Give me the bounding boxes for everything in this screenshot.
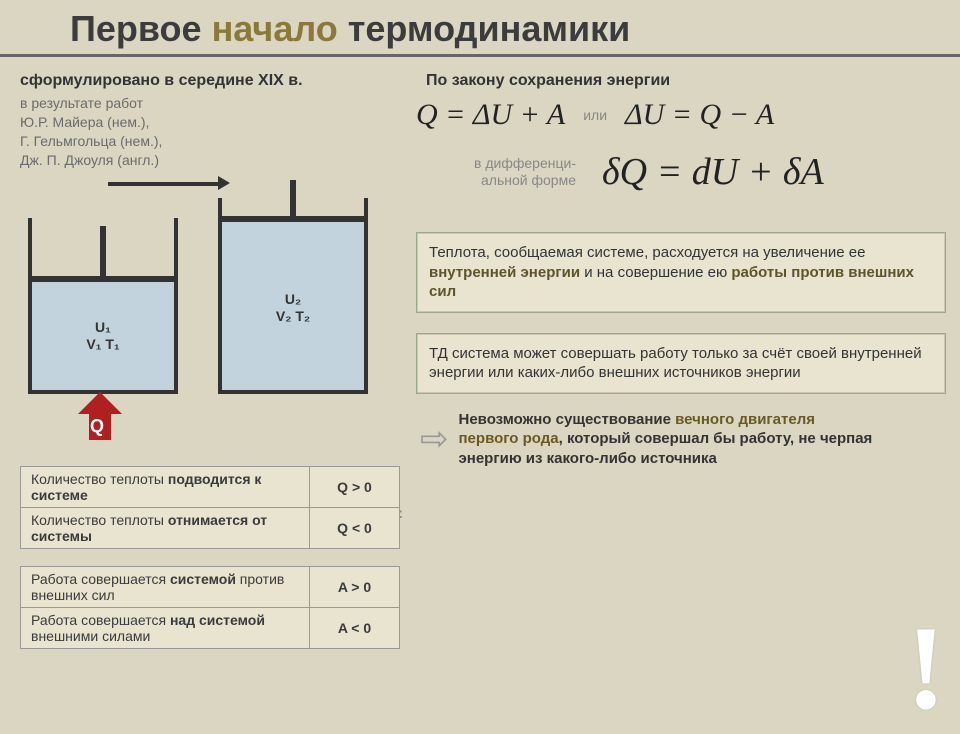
- work-row-by-system: Работа совершается системой против внешн…: [21, 567, 310, 608]
- author-joule: Дж. П. Джоуля (англ.): [20, 151, 420, 170]
- title-post: термодинамики: [338, 8, 631, 49]
- heat-q-label: Q: [90, 416, 104, 437]
- cyl2-u-label: U₂: [218, 291, 368, 309]
- heat-sign-table: Количество теплоты подводится к системе …: [20, 466, 400, 549]
- formulation-subhead: сформулировано в середине XIX в.: [20, 72, 420, 90]
- or-label-1: или: [583, 107, 607, 123]
- authors-block: в результате работ Ю.Р. Майера (нем.), Г…: [20, 94, 420, 170]
- piston-diagram: U₁ V₁ T₁ U₂ V₂ T₂ Q: [20, 178, 410, 408]
- expansion-arrow-icon: [108, 182, 218, 186]
- heat-supplied-cond: Q > 0: [310, 467, 400, 508]
- equation-differential: δQ = dU + δA: [602, 150, 824, 194]
- author-mayer: Ю.Р. Майера (нем.),: [20, 113, 420, 132]
- equation-2: ΔU = Q − A: [625, 98, 774, 132]
- author-helmholtz: Г. Гельмгольца (нем.),: [20, 132, 420, 151]
- title-pre: Первое: [70, 8, 212, 49]
- cyl1-u-label: U₁: [28, 319, 178, 337]
- equation-1: Q = ΔU + A: [416, 98, 565, 132]
- heat-row-supplied: Количество теплоты подводится к системе: [21, 467, 310, 508]
- work-on-system-cond: A < 0: [310, 608, 400, 649]
- page-title: Первое начало термодинамики: [0, 0, 960, 57]
- work-row-on-system: Работа совершается над системой внешними…: [21, 608, 310, 649]
- cylinder-2: U₂ V₂ T₂: [218, 178, 368, 394]
- work-statement-box: ТД система может совершать работу только…: [416, 333, 946, 394]
- heat-removed-cond: Q < 0: [310, 508, 400, 549]
- conservation-law-head: По закону сохранения энергии: [416, 72, 946, 90]
- work-by-system-cond: A > 0: [310, 567, 400, 608]
- cyl1-vt-label: V₁ T₁: [28, 336, 178, 354]
- heat-statement-box: Теплота, сообщаемая системе, расходуется…: [416, 232, 946, 313]
- title-highlight: начало: [212, 8, 338, 49]
- work-sign-table: Работа совершается системой против внешн…: [20, 566, 400, 649]
- implies-arrow-icon: ⇨: [420, 419, 449, 459]
- cylinder-1: U₁ V₁ T₁: [28, 178, 178, 394]
- exclamation-icon: !: [906, 620, 946, 716]
- cyl2-vt-label: V₂ T₂: [218, 308, 368, 326]
- heat-row-removed: Количество теплоты отнимается от системы: [21, 508, 310, 549]
- differential-form-label: в дифференци- альной форме: [416, 155, 576, 189]
- authors-intro: в результате работ: [20, 94, 420, 113]
- perpetuum-mobile-statement: ⇨ Невозможно существование вечного двига…: [416, 410, 946, 469]
